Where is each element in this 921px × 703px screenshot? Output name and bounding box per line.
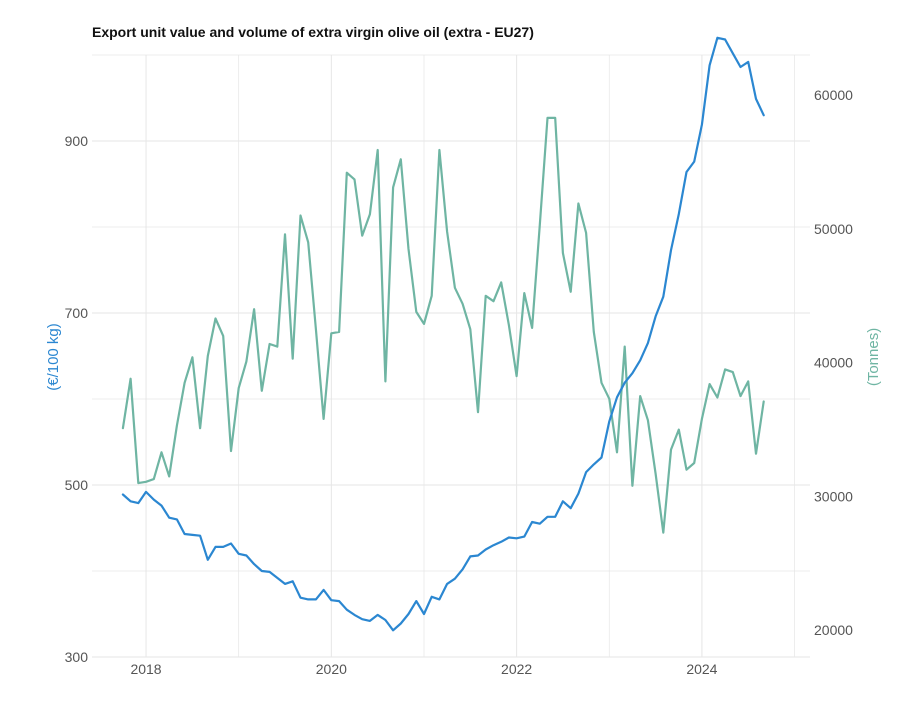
- x-tick-label: 2022: [501, 661, 532, 677]
- tick-layer: 300 500 700 900 20000 30000 40000 50000 60000 201…: [65, 87, 854, 677]
- y-right-tick-label: 50000: [814, 221, 853, 237]
- chart-title: Export unit value and volume of extra vi…: [92, 24, 534, 40]
- y-right-tick-label: 60000: [814, 87, 853, 103]
- x-tick-label: 2024: [686, 661, 717, 677]
- y-axis-left-title: (€/100 kg): [45, 323, 62, 391]
- y-right-tick-label: 20000: [814, 622, 853, 638]
- grid-layer: [92, 54, 810, 658]
- x-tick-label: 2020: [316, 661, 347, 677]
- y-left-tick-label: 700: [65, 305, 89, 321]
- series-line-volume: [121, 116, 765, 534]
- y-axis-right-title: (Tonnes): [865, 328, 882, 386]
- y-left-tick-label: 900: [65, 133, 89, 149]
- y-left-tick-label: 300: [65, 649, 89, 665]
- y-left-tick-label: 500: [65, 477, 89, 493]
- y-right-tick-label: 30000: [814, 488, 853, 504]
- series-line-unit-value: [121, 36, 765, 632]
- series-layer: [121, 36, 765, 632]
- x-tick-label: 2018: [130, 661, 161, 677]
- y-right-tick-label: 40000: [814, 355, 853, 371]
